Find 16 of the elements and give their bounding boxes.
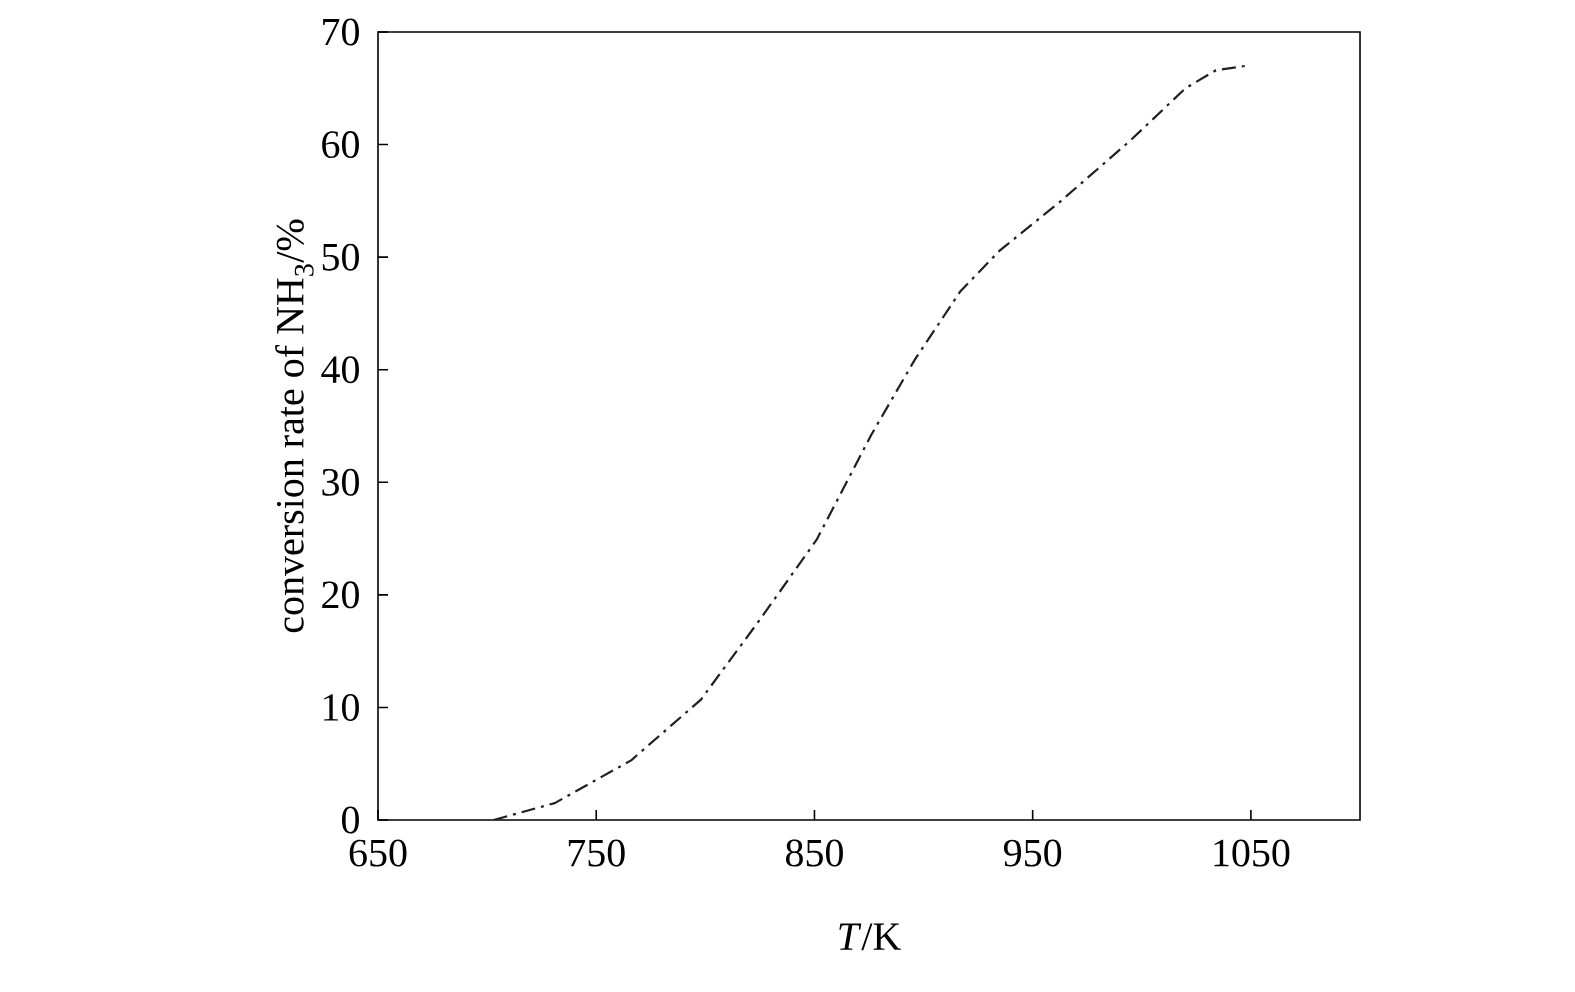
x-tick-label: 850 (785, 839, 843, 867)
y-axis-title: conversion rate of NH$_{3}$/% (275, 219, 314, 633)
y-tick-label: 20 (322, 581, 359, 609)
x-tick-label: 750 (568, 839, 625, 867)
y-tick-label: 10 (323, 693, 359, 721)
y-tick-label: 40 (321, 356, 359, 384)
x-tick-label: 950 (1003, 839, 1062, 867)
line-series (492, 64, 1248, 820)
y-tick-label: 60 (322, 131, 359, 159)
y-tick-label: 50 (322, 243, 359, 271)
y-tick-label: 0 (342, 806, 359, 834)
y-tick-label: 70 (323, 18, 359, 46)
x-tick-label: 650 (349, 839, 407, 867)
x-axis-title: T/K (839, 923, 901, 951)
y-tick-label: 30 (322, 468, 359, 496)
x-tick-label: 1050 (1214, 839, 1290, 867)
